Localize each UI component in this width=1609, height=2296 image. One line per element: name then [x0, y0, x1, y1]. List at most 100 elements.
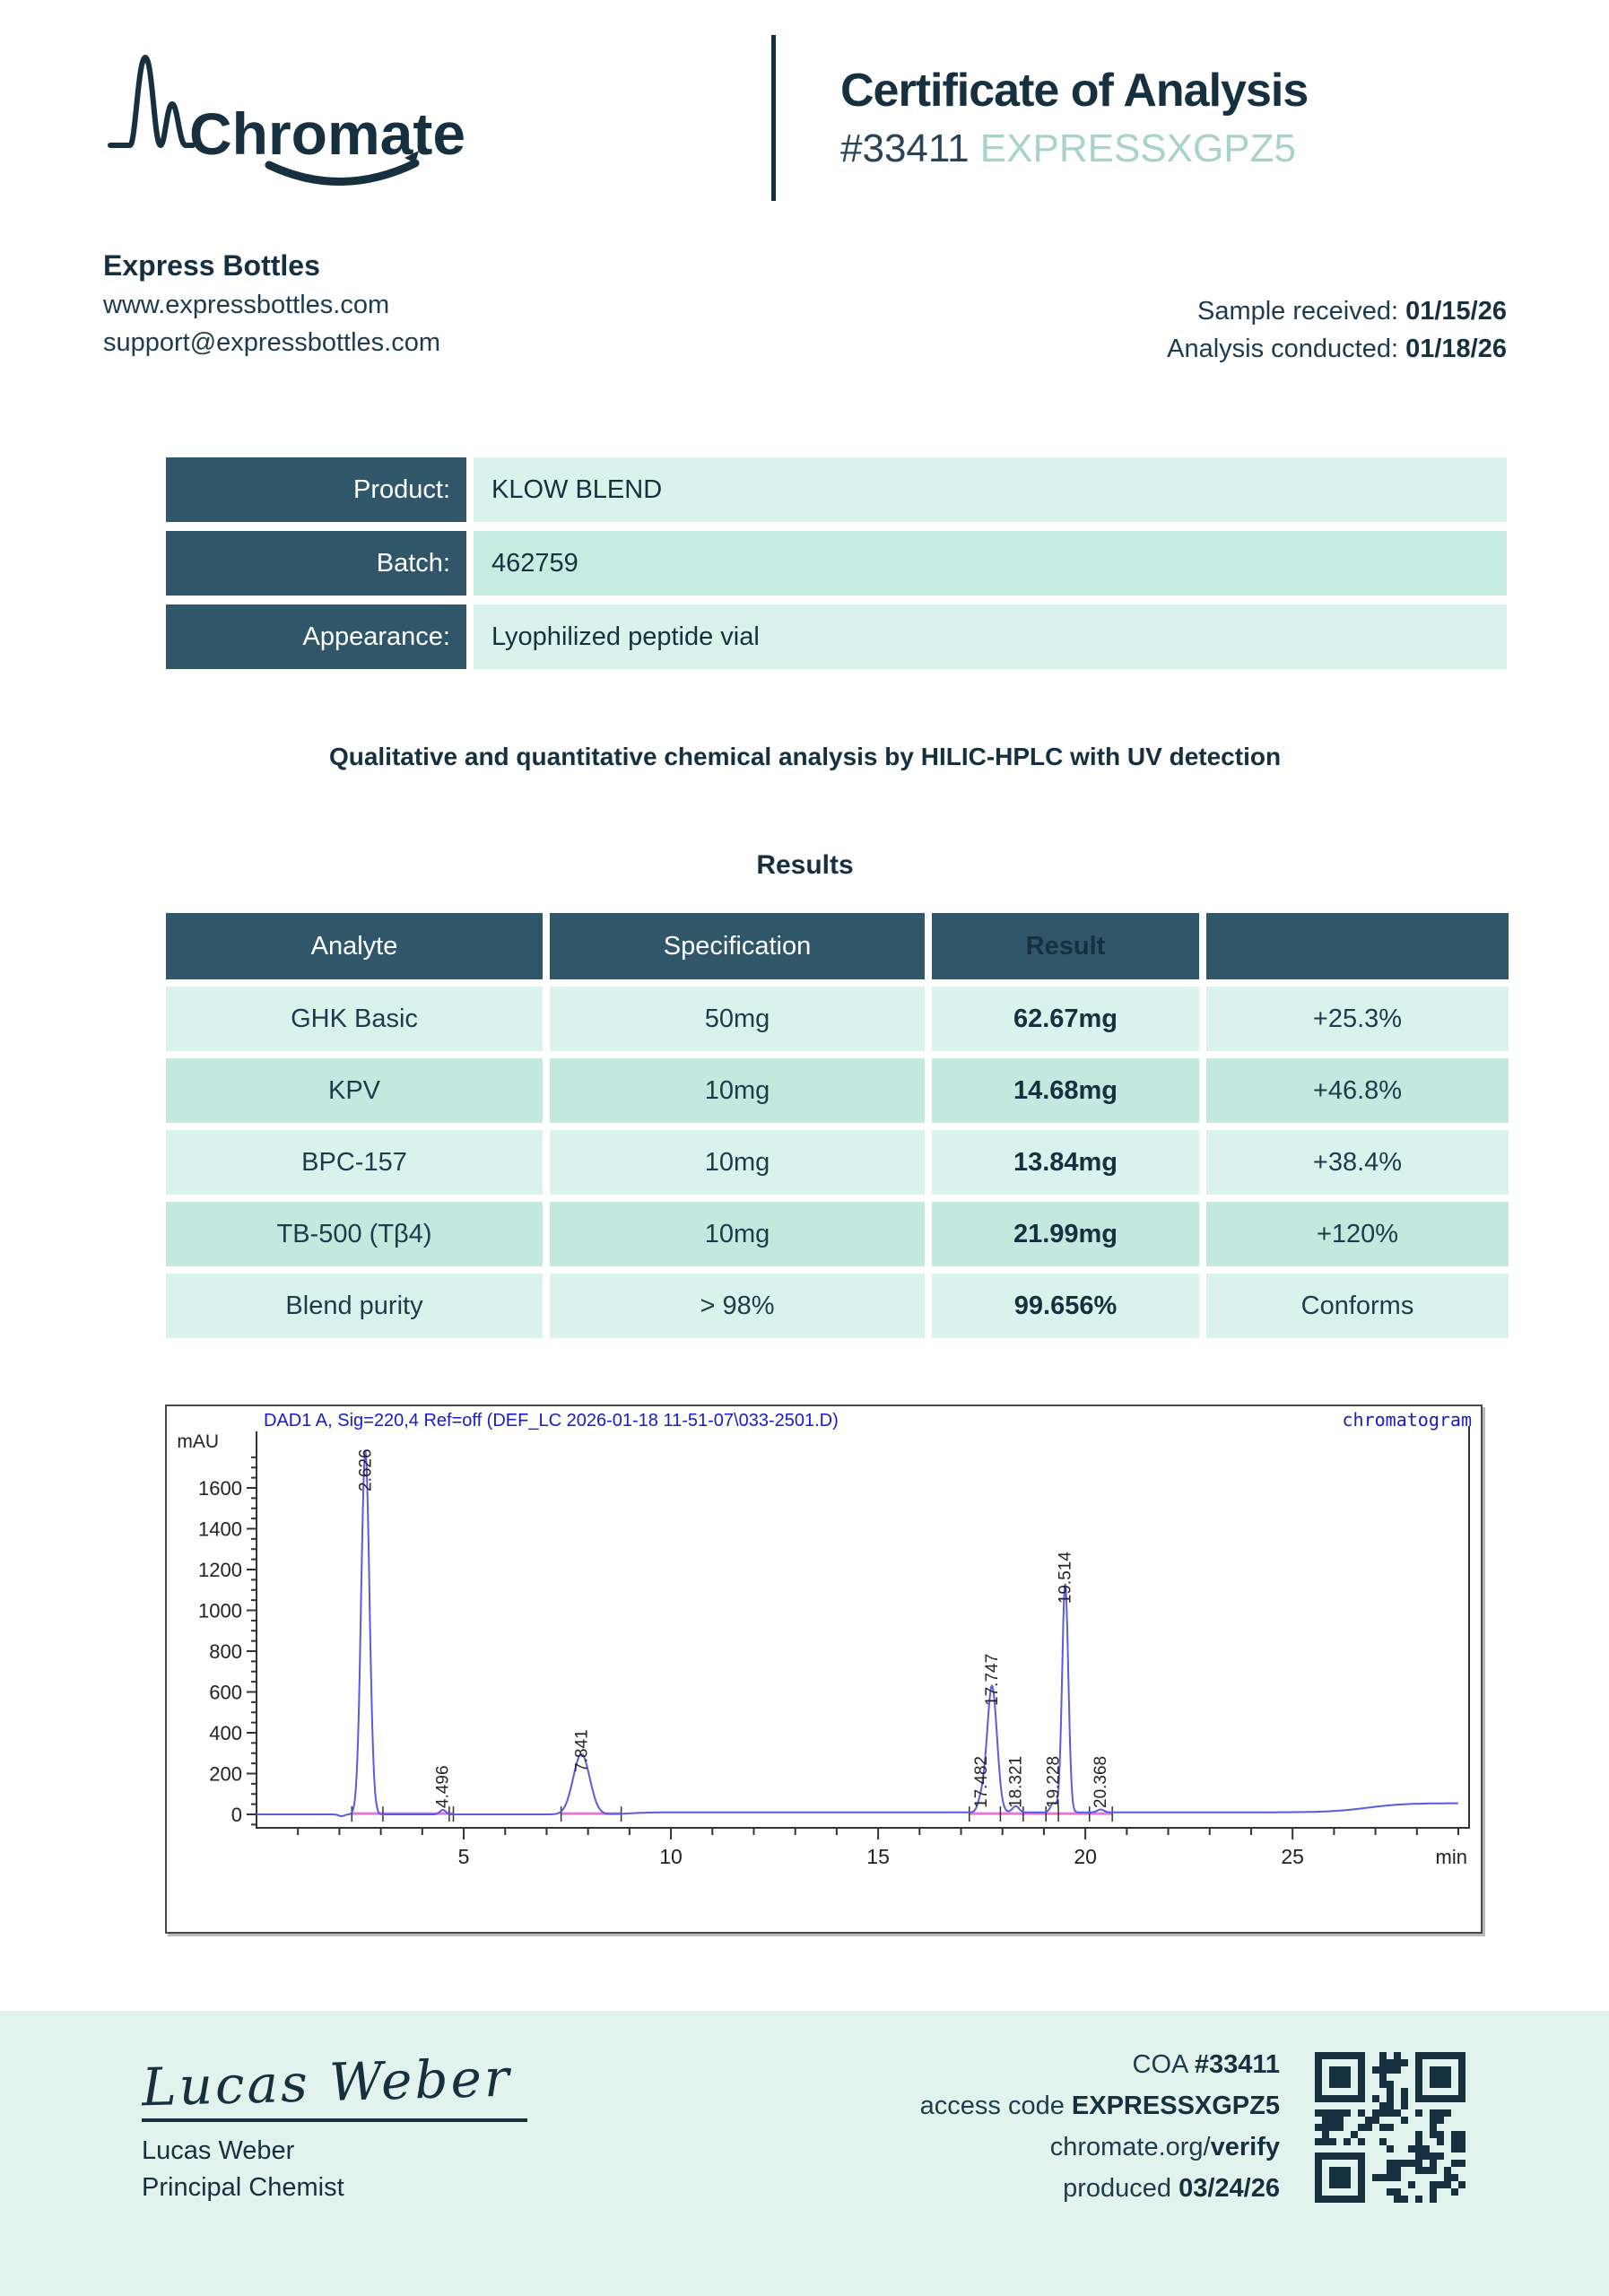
spec-cell: 10mg [550, 1058, 925, 1123]
chromate-logo: Chromate [103, 30, 480, 205]
footer: Lucas Weber Lucas Weber Principal Chemis… [0, 2011, 1609, 2296]
analyte-cell: KPV [166, 1058, 543, 1123]
coa-hash: #33411 [840, 126, 970, 170]
delta-cell: +120% [1206, 1202, 1509, 1266]
signature-block: Lucas Weber Lucas Weber Principal Chemis… [141, 2048, 527, 2203]
analyte-cell: TB-500 (Tβ4) [166, 1202, 543, 1266]
client-name: Express Bottles [103, 249, 320, 282]
delta-cell: +46.8% [1206, 1058, 1509, 1123]
column-header-specification: Specification [550, 913, 925, 979]
appearance-label: Appearance: [166, 604, 466, 669]
sample-received-label: Sample received: [1196, 297, 1406, 326]
column-header-blank [1206, 913, 1509, 979]
verification-block: COA #33411 access code EXPRESSXGPZ5 chro… [920, 2050, 1280, 2215]
verify-host: chromate.org/ [1049, 2133, 1211, 2161]
sample-received-line: Sample received: 01/15/26 [1167, 297, 1507, 326]
spec-cell: 10mg [550, 1130, 925, 1195]
analyte-cell: BPC-157 [166, 1130, 543, 1195]
batch-value: 462759 [474, 531, 1507, 596]
table-row: Product: KLOW BLEND [166, 457, 1507, 522]
result-cell: 14.68mg [932, 1058, 1199, 1123]
svg-text:1400: 1400 [198, 1518, 242, 1541]
product-label: Product: [166, 457, 466, 522]
delta-cell: Conforms [1206, 1274, 1509, 1338]
appearance-value: Lyophilized peptide vial [474, 604, 1507, 669]
svg-text:2.626: 2.626 [356, 1448, 375, 1492]
signer-name: Lucas Weber [142, 2136, 295, 2165]
analysis-conducted-date: 01/18/26 [1405, 335, 1507, 363]
header-divider [771, 34, 776, 201]
svg-text:7.841: 7.841 [572, 1729, 591, 1772]
produced-label: produced [1063, 2174, 1179, 2203]
produced-date: 03/24/26 [1178, 2174, 1280, 2203]
table-row: GHK Basic 50mg 62.67mg +25.3% [166, 987, 1509, 1051]
produced-date-line: produced 03/24/26 [920, 2174, 1280, 2204]
result-cell: 13.84mg [932, 1130, 1199, 1195]
analysis-conducted-label: Analysis conducted: [1167, 335, 1406, 363]
signature-underline [142, 2118, 527, 2122]
table-row: BPC-157 10mg 13.84mg +38.4% [166, 1130, 1509, 1195]
verify-url-link[interactable]: chromate.org/verify [920, 2133, 1280, 2162]
signature: Lucas Weber [141, 2047, 513, 2118]
table-row: Blend purity > 98% 99.656% Conforms [166, 1274, 1509, 1338]
methodology-statement: Qualitative and quantitative chemical an… [328, 743, 1282, 770]
svg-text:17.482: 17.482 [972, 1756, 991, 1808]
svg-text:1600: 1600 [198, 1477, 242, 1500]
access-code-line: access code EXPRESSXGPZ5 [920, 2092, 1280, 2121]
svg-text:200: 200 [209, 1763, 242, 1786]
svg-text:0: 0 [231, 1804, 242, 1826]
client-block: Express Bottles www.expressbottles.com s… [103, 249, 440, 364]
coa-label: COA [1132, 2050, 1195, 2079]
svg-text:18.321: 18.321 [1007, 1756, 1026, 1808]
table-row: TB-500 (Tβ4) 10mg 21.99mg +120% [166, 1202, 1509, 1266]
svg-text:400: 400 [209, 1722, 242, 1744]
analysis-conducted-line: Analysis conducted: 01/18/26 [1167, 335, 1507, 364]
analyte-cell: GHK Basic [166, 987, 543, 1051]
signer-role: Principal Chemist [142, 2173, 344, 2202]
column-header-analyte: Analyte [166, 913, 543, 979]
result-cell: 99.656% [932, 1274, 1199, 1338]
smile-swoosh-icon [265, 159, 420, 186]
product-info-table: Product: KLOW BLEND Batch: 462759 Appear… [166, 457, 1507, 669]
product-value: KLOW BLEND [474, 457, 1507, 522]
svg-text:17.747: 17.747 [983, 1654, 1002, 1706]
dates-block: Sample received: 01/15/26 Analysis condu… [1167, 289, 1507, 364]
svg-text:chromatogram: chromatogram [1343, 1409, 1473, 1431]
svg-text:4.496: 4.496 [434, 1765, 453, 1808]
svg-text:1000: 1000 [198, 1600, 242, 1622]
coa-number-line: COA #33411 [920, 2050, 1280, 2080]
certificate-number: #33411 EXPRESSXGPZ5 [840, 126, 1308, 171]
logo-text: Chromate [189, 100, 465, 167]
qr-code [1309, 2047, 1471, 2208]
client-website-link[interactable]: www.expressbottles.com [103, 291, 390, 319]
analyte-cell: Blend purity [166, 1274, 543, 1338]
access-code-label: access code [919, 2092, 1072, 2120]
table-row: Batch: 462759 [166, 531, 1507, 596]
info-section: Express Bottles www.expressbottles.com s… [103, 249, 1507, 364]
svg-text:19.514: 19.514 [1057, 1552, 1075, 1605]
results-table: Analyte Specification Result GHK Basic 5… [166, 913, 1509, 1338]
smile-arrow-tip [404, 150, 419, 163]
sample-received-date: 01/15/26 [1405, 297, 1507, 326]
spec-cell: 10mg [550, 1202, 925, 1266]
chromatogram-panel: DAD1 A, Sig=220,4 Ref=off (DEF_LC 2026-0… [165, 1405, 1483, 1934]
svg-text:min: min [1436, 1846, 1467, 1868]
results-header-row: Analyte Specification Result [166, 913, 1509, 979]
table-row: KPV 10mg 14.68mg +46.8% [166, 1058, 1509, 1123]
results-heading: Results [756, 850, 854, 880]
svg-text:800: 800 [209, 1640, 242, 1663]
spec-cell: > 98% [550, 1274, 925, 1338]
chromate-logo-svg: Chromate [108, 54, 465, 186]
svg-text:20.368: 20.368 [1092, 1756, 1110, 1808]
spec-cell: 50mg [550, 987, 925, 1051]
qr-code-svg [1315, 2052, 1465, 2203]
svg-text:DAD1 A, Sig=220,4 Ref=off (DEF: DAD1 A, Sig=220,4 Ref=off (DEF_LC 2026-0… [264, 1411, 839, 1431]
delta-cell: +25.3% [1206, 987, 1509, 1051]
header: Chromate Certificate of Analysis #33411 … [103, 0, 1507, 201]
delta-cell: +38.4% [1206, 1130, 1509, 1195]
client-email-link[interactable]: support@expressbottles.com [103, 328, 440, 357]
column-header-result: Result [932, 913, 1199, 979]
page-title: Certificate of Analysis [840, 65, 1309, 117]
coa-number: #33411 [1194, 2050, 1280, 2079]
verify-path: verify [1210, 2133, 1280, 2161]
